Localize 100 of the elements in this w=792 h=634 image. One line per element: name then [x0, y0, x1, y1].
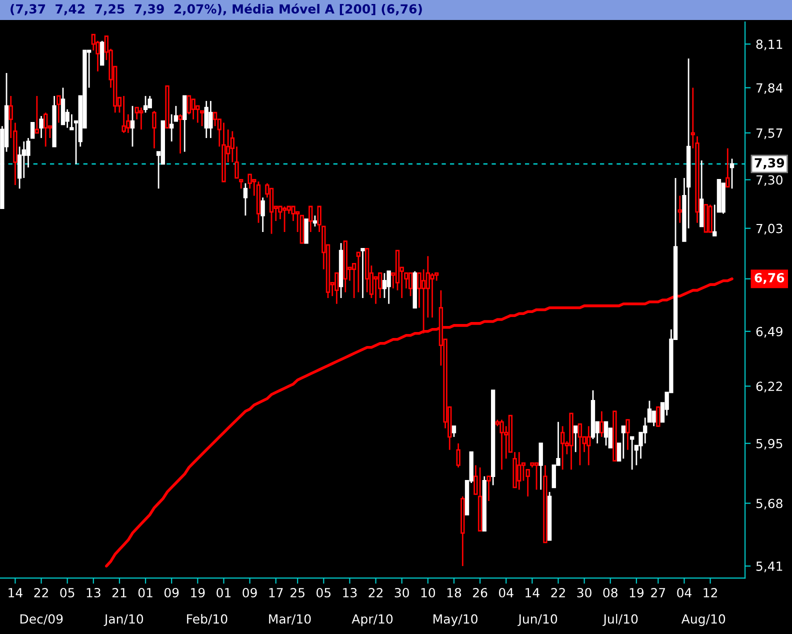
x-tick-label: 19	[191, 588, 205, 598]
x-tick-label: 01	[138, 588, 152, 598]
candlestick	[500, 419, 504, 470]
x-tick-label: 14	[526, 588, 540, 598]
candlestick	[386, 270, 391, 305]
candlestick	[308, 206, 313, 233]
candlestick	[212, 112, 218, 127]
candlestick	[269, 188, 274, 235]
candlestick	[170, 114, 174, 142]
candlestick	[39, 115, 44, 139]
candlestick	[130, 105, 135, 148]
candlestick	[730, 158, 734, 190]
candlestick	[456, 442, 460, 468]
candlestick	[678, 195, 682, 224]
x-tick-label: 08	[603, 588, 618, 598]
candlestick	[574, 425, 578, 453]
candlestick	[526, 468, 530, 498]
x-tick-label: 30	[394, 588, 409, 598]
candlestick	[182, 95, 187, 152]
candlestick	[726, 148, 730, 188]
x-tick-label: 09	[242, 588, 257, 598]
text: Aug/10	[681, 614, 726, 626]
candlestick	[122, 95, 126, 134]
candlestick	[656, 406, 660, 427]
candlestick	[360, 248, 365, 299]
candlestick	[621, 425, 626, 460]
text: Dec/09	[20, 614, 63, 625]
text: Jul/10	[602, 614, 638, 626]
y-tick-label: 7,57	[756, 128, 782, 140]
candlestick	[282, 206, 287, 233]
x-tick-label: 17	[269, 588, 283, 598]
text: Jan/10	[104, 614, 144, 626]
candlestick	[356, 252, 360, 293]
text: Apr/10	[352, 614, 393, 626]
candlestick	[312, 214, 318, 228]
candlestick	[200, 110, 204, 127]
y-tick-label: 5,95	[756, 438, 782, 450]
y-tick-label: 7,03	[756, 224, 782, 235]
candlestick	[430, 272, 434, 318]
y-tick-label: 5,41	[756, 562, 782, 572]
x-tick-label: 25	[290, 588, 304, 598]
candlestick	[34, 95, 40, 134]
candlestick	[191, 98, 196, 120]
data-label: 6,76	[754, 273, 784, 284]
x-tick-label: 12	[704, 588, 717, 598]
x-tick-label: 05	[316, 588, 331, 598]
x-tick-label: 13	[86, 588, 100, 598]
x-tick-label: 22	[368, 588, 382, 598]
x-tick-label: 04	[677, 588, 692, 598]
x-tick-label: 22	[34, 588, 48, 598]
x-tick-label: 10	[421, 588, 436, 598]
candlestick	[630, 436, 634, 470]
x-tick-label: 26	[473, 588, 488, 598]
x-tick-label: 30	[577, 588, 592, 598]
candlestick	[243, 182, 248, 216]
y-tick-label: 6,49	[756, 326, 782, 338]
candlestick	[178, 114, 182, 154]
x-tick-label: 18	[447, 588, 462, 598]
ref-line-label: 7,39	[754, 158, 784, 170]
candlestick	[148, 95, 152, 108]
y-tick-label: 6,22	[756, 382, 782, 392]
candlestick	[304, 218, 308, 244]
candlestick	[260, 196, 265, 233]
text: Mar/10	[269, 614, 311, 625]
candlestick	[486, 476, 491, 502]
x-tick-label: 22	[551, 588, 565, 598]
candlestick	[474, 464, 478, 495]
text: Feb/10	[187, 614, 228, 625]
x-tick-label: 09	[164, 588, 179, 598]
candlestick	[100, 40, 104, 66]
candlestick	[408, 272, 413, 297]
x-tick-label: 13	[343, 588, 357, 598]
y-tick-label: 7,30	[756, 175, 782, 186]
candlestick	[44, 112, 48, 148]
candlestick	[208, 100, 213, 139]
x-tick-label: 27	[651, 588, 666, 598]
candlestick	[56, 95, 61, 124]
candlestick	[17, 146, 22, 190]
candlestick	[143, 95, 148, 114]
x-tick-label: 21	[112, 588, 126, 598]
candlestick	[452, 425, 456, 438]
candlestick	[652, 410, 656, 427]
x-tick-label: 01	[216, 588, 231, 598]
x-tick-label: 14	[8, 588, 22, 598]
text: Jun/10	[518, 614, 558, 626]
x-tick-label: 19	[630, 588, 644, 598]
chart-title: (7,37 7,42 7,25 7,39 2,07%), Média Móvel A [200] (6,76)	[10, 3, 422, 16]
candlestick	[139, 106, 144, 130]
candlestick	[578, 423, 582, 466]
y-tick-label: 5,68	[756, 498, 782, 510]
candlestick	[152, 110, 156, 150]
candlestick	[291, 206, 296, 222]
y-tick-label: 8,11	[756, 40, 782, 50]
candlestick	[538, 442, 543, 490]
x-tick-label: 05	[60, 588, 74, 598]
text: May/10	[434, 614, 478, 626]
candlestick	[374, 276, 378, 305]
x-tick-label: 04	[498, 588, 514, 598]
candlestick	[600, 410, 604, 438]
candlestick	[604, 421, 608, 446]
